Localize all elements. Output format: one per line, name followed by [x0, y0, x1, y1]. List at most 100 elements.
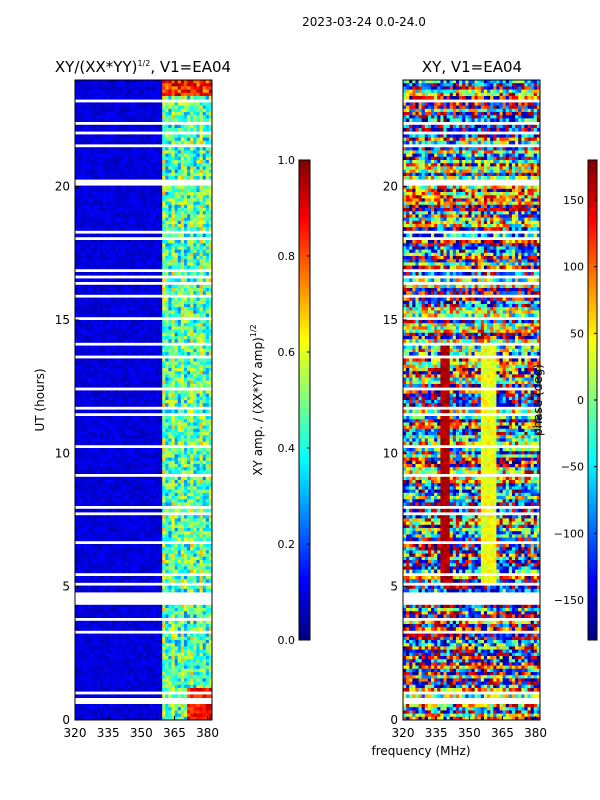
amplitude-heatmap-cell	[106, 166, 110, 170]
amplitude-heatmap-cell	[78, 432, 82, 436]
amplitude-heatmap-cell	[196, 96, 200, 100]
amplitude-heatmap-cell	[109, 336, 113, 340]
amplitude-heatmap-cell	[87, 214, 91, 218]
amplitude-heatmap-cell	[106, 163, 110, 167]
amplitude-heatmap-cell	[115, 252, 119, 257]
amplitude-heatmap-cell	[165, 105, 169, 110]
amplitude-heatmap-cell	[168, 496, 172, 500]
amplitude-heatmap-cell	[165, 86, 169, 90]
amplitude-heatmap-cell	[103, 329, 107, 334]
amplitude-heatmap-cell	[137, 224, 141, 228]
amplitude-heatmap-cell	[140, 86, 144, 90]
amplitude-heatmap-cell	[140, 115, 144, 119]
amplitude-heatmap-cell	[127, 361, 132, 366]
amplitude-heatmap-cell	[118, 256, 123, 260]
amplitude-heatmap-cell	[99, 208, 104, 212]
amplitude-heatmap-cell	[137, 220, 141, 225]
amplitude-heatmap-cell	[168, 409, 172, 414]
amplitude-heatmap-cell	[146, 224, 151, 228]
amplitude-heatmap-cell	[103, 492, 107, 497]
amplitude-heatmap-cell	[131, 128, 135, 132]
amplitude-heatmap-cell	[165, 448, 169, 452]
amplitude-heatmap-cell	[180, 409, 185, 414]
amplitude-heatmap-cell	[99, 224, 104, 228]
amplitude-heatmap-cell	[115, 278, 119, 282]
amplitude-heatmap-cell	[103, 457, 107, 462]
amplitude-heatmap-cell	[174, 313, 179, 318]
amplitude-heatmap-cell	[205, 192, 210, 196]
amplitude-heatmap-cell	[84, 201, 88, 206]
amplitude-heatmap-cell	[205, 432, 210, 436]
amplitude-heatmap-cell	[168, 348, 172, 353]
amplitude-heatmap-cell	[99, 460, 104, 465]
amplitude-heatmap-cell	[75, 432, 79, 436]
amplitude-heatmap-cell	[99, 300, 104, 305]
amplitude-heatmap-cell	[93, 352, 98, 356]
amplitude-heatmap-cell	[137, 208, 141, 212]
amplitude-heatmap-cell	[143, 259, 148, 263]
amplitude-heatmap-cell	[168, 124, 172, 129]
amplitude-heatmap-cell	[190, 400, 194, 404]
amplitude-heatmap-cell	[187, 467, 191, 471]
amplitude-heatmap-cell	[90, 470, 95, 474]
amplitude-heatmap-cell	[159, 380, 163, 385]
amplitude-heatmap-cell	[208, 435, 213, 439]
amplitude-heatmap-cell	[127, 96, 132, 100]
amplitude-heatmap-cell	[180, 502, 185, 506]
amplitude-heatmap-cell	[165, 304, 169, 308]
amplitude-heatmap-cell	[205, 176, 210, 180]
amplitude-heatmap-cell	[112, 156, 116, 161]
amplitude-heatmap-cell	[75, 224, 79, 228]
amplitude-heatmap-cell	[137, 166, 141, 170]
amplitude-heatmap-cell	[121, 502, 126, 506]
amplitude-heatmap-cell	[152, 208, 157, 212]
amplitude-heatmap-cell	[190, 211, 194, 215]
amplitude-heatmap-cell	[121, 348, 126, 353]
amplitude-heatmap-cell	[155, 166, 160, 170]
amplitude-heatmap-cell	[196, 220, 200, 225]
amplitude-heatmap-cell	[75, 150, 79, 154]
amplitude-heatmap-cell	[127, 384, 132, 388]
amplitude-heatmap-cell	[127, 246, 132, 250]
amplitude-heatmap-cell	[143, 240, 148, 244]
amplitude-heatmap-cell	[134, 428, 138, 433]
amplitude-heatmap-cell	[90, 393, 95, 398]
amplitude-heatmap-cell	[99, 192, 104, 196]
amplitude-heatmap-cell	[168, 467, 172, 471]
amplitude-heatmap-cell	[106, 435, 110, 439]
amplitude-heatmap-cell	[103, 361, 107, 366]
amplitude-heatmap-cell	[202, 118, 207, 122]
amplitude-heatmap-cell	[124, 259, 129, 263]
amplitude-heatmap-cell	[96, 233, 101, 238]
amplitude-heatmap-cell	[159, 502, 163, 506]
amplitude-heatmap-cell	[199, 313, 204, 318]
amplitude-heatmap-cell	[121, 470, 126, 474]
amplitude-heatmap-cell	[177, 403, 182, 407]
amplitude-heatmap-cell	[146, 115, 151, 119]
amplitude-heatmap-cell	[162, 102, 166, 106]
amplitude-heatmap-cell	[155, 425, 160, 430]
amplitude-heatmap-cell	[190, 438, 194, 442]
amplitude-heatmap-cell	[171, 243, 176, 247]
amplitude-heatmap-cell	[202, 272, 207, 276]
amplitude-heatmap-cell	[84, 470, 88, 474]
amplitude-heatmap-cell	[149, 92, 154, 97]
amplitude-heatmap-cell	[165, 233, 169, 238]
amplitude-heatmap-cell	[140, 502, 144, 506]
amplitude-heatmap-cell	[146, 288, 151, 292]
amplitude-heatmap-cell	[183, 291, 188, 295]
amplitude-heatmap-cell	[127, 83, 132, 87]
amplitude-heatmap-cell	[81, 384, 85, 388]
amplitude-heatmap-cell	[78, 396, 82, 401]
amplitude-heatmap-cell	[124, 348, 129, 353]
amplitude-heatmap-cell	[190, 393, 194, 398]
amplitude-heatmap-cell	[193, 233, 197, 238]
amplitude-heatmap-cell	[118, 310, 123, 314]
amplitude-heatmap-cell	[146, 208, 151, 212]
amplitude-heatmap-cell	[90, 332, 95, 337]
amplitude-heatmap-cell	[205, 380, 210, 385]
amplitude-heatmap-cell	[118, 188, 123, 193]
amplitude-heatmap-cell	[103, 470, 107, 474]
amplitude-heatmap-cell	[93, 313, 98, 318]
amplitude-heatmap-cell	[127, 204, 132, 209]
